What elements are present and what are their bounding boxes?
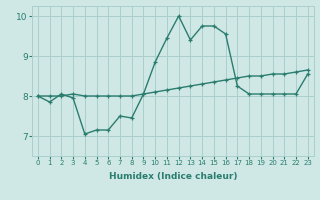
X-axis label: Humidex (Indice chaleur): Humidex (Indice chaleur) [108,172,237,181]
